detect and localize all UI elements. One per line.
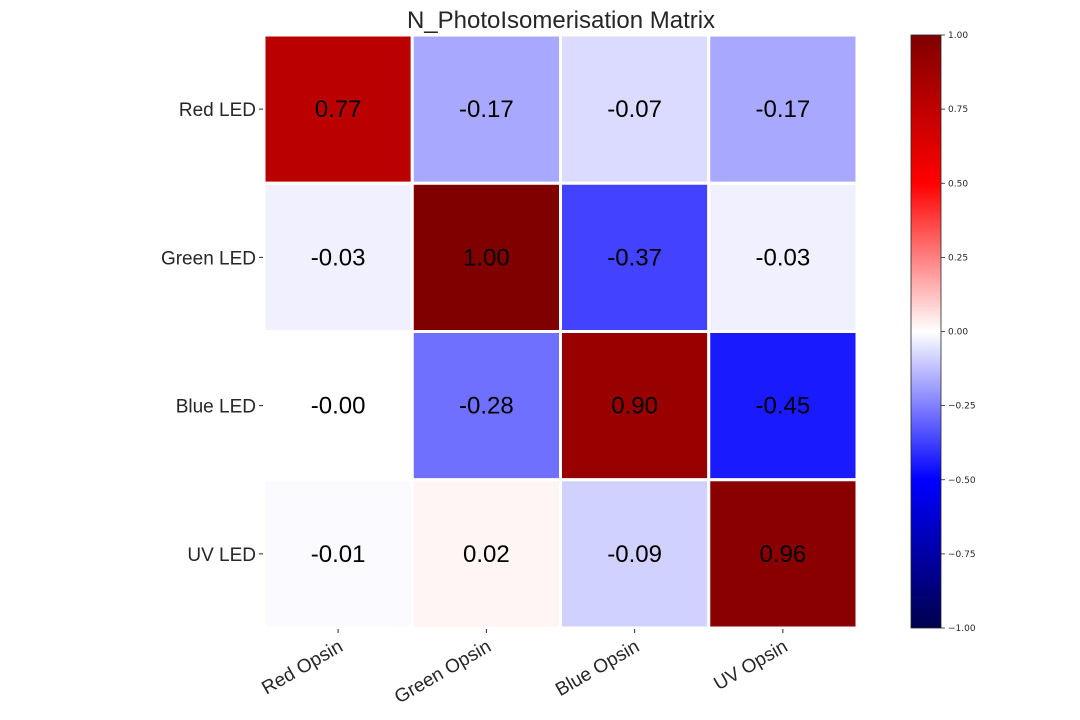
colorbar-tick-label: −0.75 bbox=[948, 550, 976, 560]
heatmap-value-label: -0.28 bbox=[459, 393, 514, 420]
heatmap-cell bbox=[410, 330, 562, 482]
colorbar-tick-label: 0.00 bbox=[948, 328, 968, 338]
colorbar-tick-label: 0.50 bbox=[948, 179, 968, 189]
row-label: Blue LED bbox=[176, 397, 256, 418]
heatmap-cell bbox=[707, 478, 859, 630]
colorbar-tick-label: −0.25 bbox=[948, 402, 976, 412]
heatmap-cell bbox=[707, 181, 859, 333]
colorbar-tick-label: −1.00 bbox=[948, 624, 976, 634]
heatmap-value-label: 0.90 bbox=[611, 393, 658, 420]
heatmap-cell bbox=[410, 478, 562, 630]
column-label: Blue Opsin bbox=[552, 636, 643, 701]
colorbar-tick-label: 0.25 bbox=[948, 253, 968, 263]
heatmap-cell bbox=[410, 181, 562, 333]
row-label: Green LED bbox=[161, 248, 256, 269]
heatmap-cell bbox=[707, 330, 859, 482]
heatmap-cell bbox=[410, 33, 562, 185]
heatmap-value-label: 1.00 bbox=[463, 244, 510, 271]
colorbar: 1.00 0.75 0.50 0.25 0.00 −0.25 −0.50 −0.75 −1.00 bbox=[910, 31, 976, 634]
row-axis: Red LED Green LED Blue LED UV LED bbox=[161, 100, 263, 566]
heatmap-value-label: -0.17 bbox=[756, 96, 811, 123]
heatmap-cell bbox=[262, 478, 414, 630]
heatmap-value-label: -0.09 bbox=[607, 541, 662, 568]
column-label: Green Opsin bbox=[391, 636, 495, 708]
row-label: UV LED bbox=[187, 545, 256, 566]
colorbar-gradient bbox=[910, 34, 942, 629]
heatmap-value-label: -0.01 bbox=[311, 541, 366, 568]
heatmap-value-label: 0.96 bbox=[760, 541, 807, 568]
heatmap-cell bbox=[559, 33, 711, 185]
colorbar-ticks: 1.00 0.75 0.50 0.25 0.00 −0.25 −0.50 −0.75 −1.00 bbox=[941, 31, 976, 634]
heatmap-value-label: 0.77 bbox=[315, 96, 362, 123]
heatmap-value-labels: 0.77 -0.17 -0.07 -0.17 -0.03 1.00 -0.37 -0.03 -0… bbox=[311, 96, 810, 568]
heatmap-value-label: 0.02 bbox=[463, 541, 510, 568]
column-axis: Red Opsin Green Opsin Blue Opsin UV Opsin bbox=[258, 629, 791, 708]
heatmap-cell bbox=[262, 33, 414, 185]
chart-title: N_PhotoIsomerisation Matrix bbox=[407, 7, 715, 34]
heatmap-value-label: -0.00 bbox=[311, 393, 366, 420]
column-label: UV Opsin bbox=[710, 636, 791, 695]
heatmap-value-label: -0.37 bbox=[607, 244, 662, 271]
heatmap-value-label: -0.45 bbox=[756, 393, 811, 420]
heatmap-value-label: -0.03 bbox=[311, 244, 366, 271]
colorbar-tick-label: 1.00 bbox=[948, 31, 968, 41]
colorbar-tick-label: −0.50 bbox=[948, 476, 976, 486]
row-label: Red LED bbox=[179, 100, 256, 121]
heatmap-value-label: -0.07 bbox=[607, 96, 662, 123]
colorbar-tick-label: 0.75 bbox=[948, 105, 968, 115]
heatmap-cell bbox=[707, 33, 859, 185]
heatmap-value-label: -0.17 bbox=[459, 96, 514, 123]
column-label: Red Opsin bbox=[258, 636, 346, 699]
heatmap-cells bbox=[262, 33, 859, 630]
heatmap-value-label: -0.03 bbox=[756, 244, 811, 271]
